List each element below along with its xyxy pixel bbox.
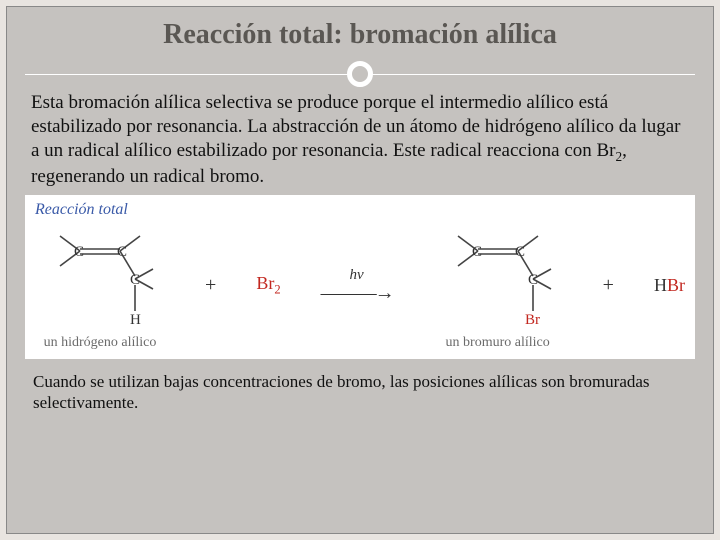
product-caption: un bromuro alílico <box>446 335 550 351</box>
svg-text:Br: Br <box>525 312 540 328</box>
plus-sign-1: + <box>205 274 216 297</box>
reactant-caption: un hidrógeno alílico <box>44 335 157 351</box>
hbr-byproduct: HBr <box>654 275 685 296</box>
title-divider <box>25 63 695 85</box>
reaction-arrow: hv ———→ <box>321 267 393 305</box>
svg-text:C: C <box>74 244 84 260</box>
product-structure-icon: C C C Br <box>433 221 563 331</box>
reactant-molecule: C C C H un hidrógeno alílico <box>35 221 165 351</box>
body-paragraph: Esta bromación alílica selectiva se prod… <box>25 91 695 193</box>
svg-text:C: C <box>472 244 482 260</box>
svg-text:C: C <box>117 244 127 260</box>
reaction-row: C C C H un hidrógeno alílico + Br2 hv ——… <box>35 221 685 351</box>
svg-text:C: C <box>528 272 538 288</box>
svg-text:C: C <box>130 272 140 288</box>
divider-circle <box>347 61 373 87</box>
br2-reagent: Br2 <box>256 273 280 298</box>
svg-text:H: H <box>130 312 141 328</box>
reactant-structure-icon: C C C H <box>35 221 165 331</box>
plus-sign-2: + <box>603 274 614 297</box>
product-molecule: C C C Br un bromuro alílico <box>433 221 563 351</box>
bottom-caption: Cuando se utilizan bajas concentraciones… <box>25 367 695 414</box>
svg-text:C: C <box>515 244 525 260</box>
reaction-diagram: Reacción total <box>25 195 695 359</box>
arrow-icon: ———→ <box>321 282 393 305</box>
slide-frame: Reacción total: bromación alílica Esta b… <box>6 6 714 534</box>
slide-title: Reacción total: bromación alílica <box>25 15 695 63</box>
reaction-header: Reacción total <box>35 201 685 219</box>
